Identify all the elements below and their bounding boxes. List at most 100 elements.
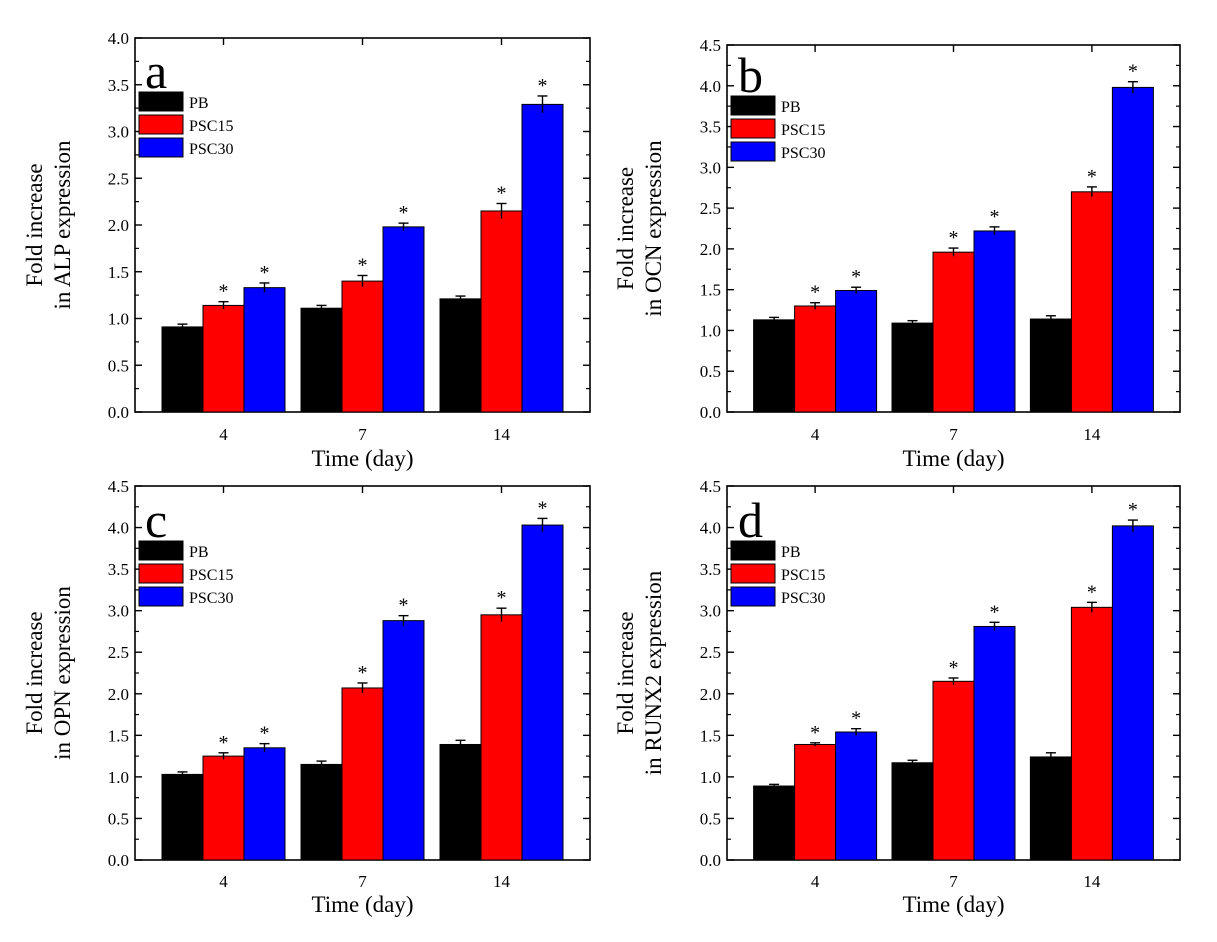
bar-psc30-day-7 (382, 226, 425, 413)
bar-psc15-day-4 (202, 755, 245, 861)
x-tick-label: 14 (493, 425, 511, 444)
bar-psc15-day-4 (794, 305, 837, 413)
y-tick-label: 1.5 (700, 726, 721, 745)
y-tick-label: 1.5 (700, 281, 721, 300)
y-axis-label-line2: in OCN expression (641, 140, 666, 317)
y-tick-label: 0.0 (700, 851, 721, 870)
legend-label-psc15: PSC15 (189, 567, 233, 584)
y-axis-label-line2: in RUNX2 expression (641, 570, 666, 775)
x-axis-label: Time (day) (311, 446, 413, 471)
chart-panel-b: 0.0 0.5 1.0 1.5 2.0 2.5 3.0 3.5 4.0 4.5 4 * * 7 * * 14 * *… (613, 36, 1181, 471)
bar-psc30-day-14 (1111, 86, 1154, 413)
bar-psc15-day-14 (480, 614, 523, 861)
panel-letter: d (738, 492, 763, 548)
y-tick-label: 1.5 (108, 726, 129, 745)
significance-marker: * (990, 206, 1000, 228)
y-tick-label: 2.5 (700, 199, 721, 218)
significance-marker: * (497, 182, 507, 204)
legend-label-psc15: PSC15 (189, 118, 233, 135)
significance-marker: * (497, 587, 507, 609)
x-tick-label: 4 (811, 872, 820, 891)
significance-marker: * (538, 497, 548, 519)
legend-swatch-psc15 (138, 563, 184, 584)
y-tick-label: 1.0 (700, 768, 721, 787)
y-tick-label: 1.0 (700, 321, 721, 340)
bar-psc15-day-14 (480, 210, 523, 413)
bar-pb-day-4 (753, 785, 796, 861)
legend-swatch-psc15 (730, 118, 776, 139)
legend-swatch-psc30 (138, 586, 184, 607)
bar-psc15-day-7 (932, 251, 975, 413)
significance-marker: * (358, 254, 368, 276)
y-tick-label: 2.0 (700, 685, 721, 704)
y-axis-label: Fold increase in ALP expression (22, 140, 75, 310)
legend-label-psc30: PSC30 (189, 590, 233, 607)
legend-swatch-psc30 (730, 586, 776, 607)
bar-pb-day-14 (1029, 318, 1072, 413)
bar-psc15-day-7 (341, 687, 384, 861)
legend-swatch-psc15 (730, 563, 776, 584)
y-tick-label: 4.5 (700, 36, 721, 55)
bar-psc15-day-7 (341, 280, 384, 413)
legend-label-psc15: PSC15 (781, 122, 825, 139)
significance-marker: * (949, 227, 959, 249)
legend-label-psc30: PSC30 (781, 145, 825, 162)
x-tick-label: 7 (358, 425, 367, 444)
significance-marker: * (810, 282, 820, 304)
y-axis-label-line2: in ALP expression (50, 140, 75, 310)
legend-swatch-pb (730, 540, 776, 561)
bar-pb-day-7 (300, 307, 343, 413)
y-tick-label: 4.0 (700, 77, 721, 96)
y-tick-label: 4.5 (108, 477, 129, 496)
x-tick-label: 14 (1083, 425, 1101, 444)
bar-psc15-day-14 (1070, 606, 1113, 861)
bar-psc30-day-14 (521, 524, 564, 861)
x-axis-label: Time (day) (311, 892, 413, 917)
bar-psc30-day-4 (243, 747, 286, 861)
y-tick-label: 3.0 (108, 602, 129, 621)
significance-marker: * (399, 202, 409, 224)
bar-psc30-day-7 (382, 620, 425, 861)
y-axis-label-line1: Fold increase (613, 611, 638, 734)
y-tick-label: 0.0 (108, 403, 129, 422)
bar-pb-day-4 (753, 319, 796, 413)
bar-pb-day-7 (891, 762, 934, 861)
y-tick-label: 2.0 (700, 240, 721, 259)
y-tick-label: 1.0 (108, 310, 129, 329)
significance-marker: * (399, 595, 409, 617)
legend-label-pb: PB (189, 544, 209, 561)
y-axis-label-line1: Fold increase (22, 163, 47, 286)
legend-label-psc30: PSC30 (781, 590, 825, 607)
significance-marker: * (259, 262, 269, 284)
legend-swatch-psc15 (138, 114, 184, 135)
y-tick-label: 3.5 (700, 118, 721, 137)
x-tick-label: 4 (811, 425, 820, 444)
y-axis-label-line1: Fold increase (22, 611, 47, 734)
bar-psc30-day-7 (973, 230, 1016, 413)
significance-marker: * (1087, 581, 1097, 603)
y-tick-label: 0.5 (700, 362, 721, 381)
y-tick-label: 4.0 (108, 519, 129, 538)
legend-label-psc30: PSC30 (189, 141, 233, 158)
bar-pb-day-7 (300, 763, 343, 861)
legend-label-pb: PB (781, 544, 801, 561)
y-tick-label: 0.0 (108, 851, 129, 870)
y-tick-label: 0.5 (700, 809, 721, 828)
y-tick-label: 4.0 (108, 29, 129, 48)
legend-swatch-pb (730, 95, 776, 116)
legend-swatch-psc30 (138, 137, 184, 158)
y-axis-label-line1: Fold increase (613, 167, 638, 290)
bar-psc30-day-4 (243, 287, 286, 413)
chart-panel-c: 0.0 0.5 1.0 1.5 2.0 2.5 3.0 3.5 4.0 4.5 4 * * 7 * * 14 * *… (22, 477, 591, 917)
y-axis-label: Fold increase in RUNX2 expression (613, 570, 666, 775)
y-tick-label: 0.5 (108, 809, 129, 828)
bar-psc30-day-4 (835, 289, 878, 413)
y-tick-label: 2.0 (108, 216, 129, 235)
y-axis-label: Fold increase in OCN expression (613, 140, 666, 317)
significance-marker: * (851, 266, 861, 288)
bar-psc30-day-14 (521, 103, 564, 413)
legend-swatch-pb (138, 91, 184, 112)
chart-panel-d: 0.0 0.5 1.0 1.5 2.0 2.5 3.0 3.5 4.0 4.5 4 * * 7 * * 14 * *… (613, 477, 1181, 917)
legend-swatch-psc30 (730, 141, 776, 162)
significance-marker: * (810, 722, 820, 744)
